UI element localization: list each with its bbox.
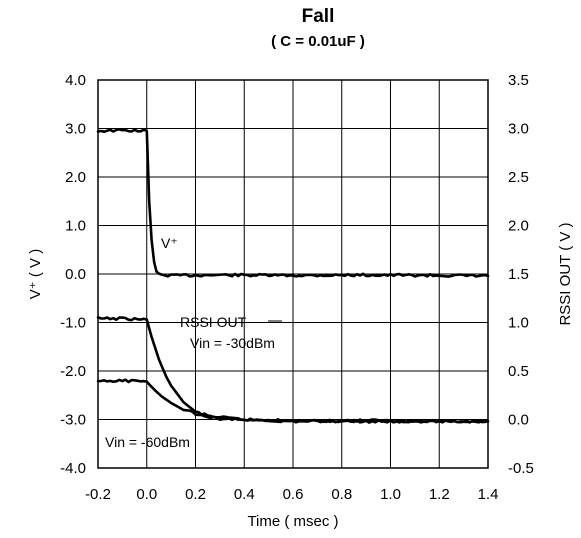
y-tick-label-left: -2.0: [60, 363, 86, 380]
chart-subtitle: ( C = 0.01uF ): [271, 33, 365, 50]
x-tick-label: 0.2: [185, 486, 206, 503]
y-tick-label-right: 1.0: [508, 315, 529, 332]
y-tick-label-right: -0.5: [508, 460, 534, 477]
y-axis-label-right: RSSI OUT ( V ): [557, 222, 574, 325]
series-line: [96, 378, 490, 424]
x-axis-label: Time ( msec ): [247, 513, 338, 530]
annotations: V⁺ RSSI OUT Vin = -30dBm Vin = -60dBm: [105, 235, 282, 450]
x-tick-label: 1.0: [380, 486, 401, 503]
x-tick-label: -0.2: [85, 486, 111, 503]
x-tick-label: 1.2: [429, 486, 450, 503]
y-tick-label-left: 3.0: [65, 121, 86, 138]
annotation-vin-30: Vin = -30dBm: [190, 335, 275, 351]
x-tick-label: 0.6: [283, 486, 304, 503]
y-tick-label-left: -4.0: [60, 460, 86, 477]
y-tick-label-left: 4.0: [65, 72, 86, 89]
series-line: [96, 128, 490, 278]
plot-frame: [97, 79, 489, 469]
y-tick-label-right: 3.5: [508, 72, 529, 89]
y-tick-label-right: 3.0: [508, 121, 529, 138]
chart-title: Fall: [302, 6, 335, 27]
y-tick-label-left: -1.0: [60, 315, 86, 332]
y-tick-label-left: 1.0: [65, 218, 86, 235]
y-axis-label-left: V⁺ ( V ): [27, 249, 44, 299]
annotation-vin-60: Vin = -60dBm: [105, 434, 190, 450]
x-tick-label: 1.4: [478, 486, 499, 503]
y-tick-label-right: 2.5: [508, 169, 529, 186]
tick-labels: -0.2 0.0 0.2 0.4 0.6 0.8 1.0 1.2 1.4 4.0 3.0 2.0 1.0…: [60, 72, 534, 503]
y-tick-label-left: 2.0: [65, 169, 86, 186]
x-tick-label: 0.0: [136, 486, 157, 503]
y-tick-label-right: 0.0: [508, 412, 529, 429]
y-tick-label-right: 2.0: [508, 218, 529, 235]
x-tick-label: 0.4: [234, 486, 255, 503]
y-tick-label-left: 0.0: [65, 266, 86, 283]
y-tick-label-left: -3.0: [60, 412, 86, 429]
y-tick-label-right: 0.5: [508, 363, 529, 380]
y-tick-label-right: 1.5: [508, 266, 529, 283]
x-tick-label: 0.8: [331, 486, 352, 503]
annotation-vplus: V⁺: [161, 235, 178, 251]
series: [96, 128, 490, 424]
annotation-rssi-out: RSSI OUT: [180, 314, 247, 330]
